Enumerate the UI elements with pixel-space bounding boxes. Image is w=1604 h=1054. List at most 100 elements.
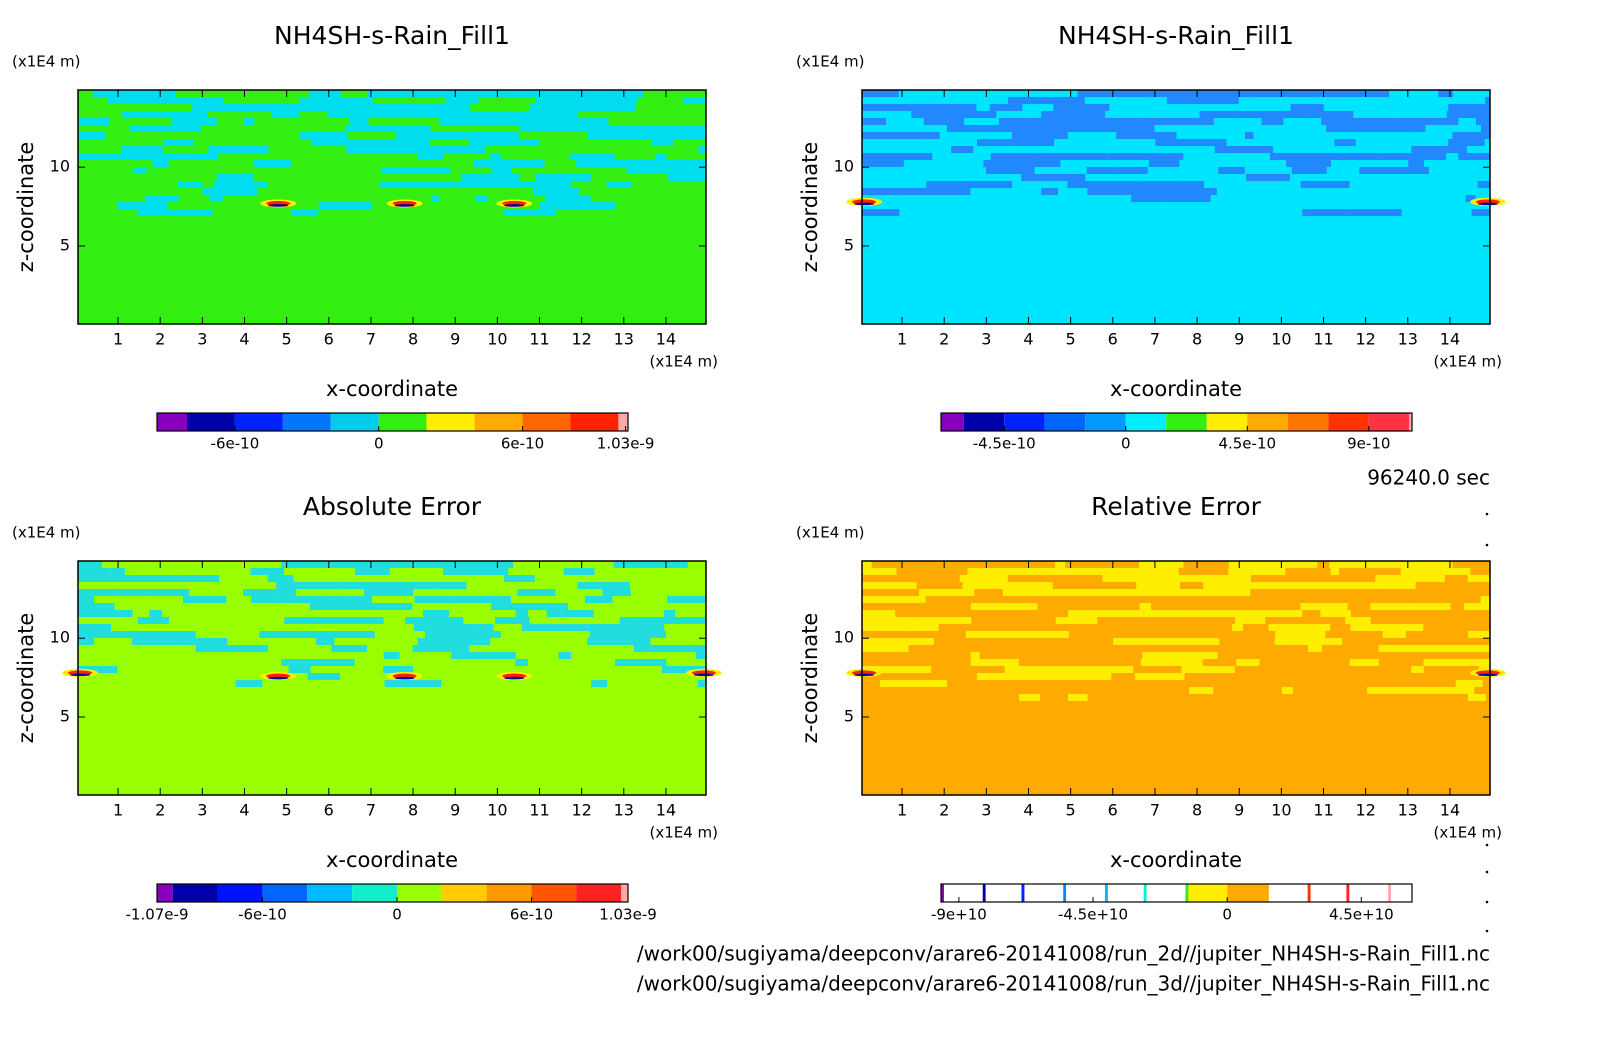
field-band [1397,118,1459,125]
field-band [1400,568,1442,575]
field-band [1291,167,1327,174]
field-band [1480,596,1490,603]
colorbar-segment [352,884,397,902]
colorbar-segment [570,413,619,431]
field-band [579,118,609,125]
field-band [468,139,540,146]
field-band [1187,575,1252,582]
field-band [558,652,572,659]
field-band [267,575,294,582]
x-tick-label: 4 [1023,330,1033,349]
field-band [299,132,348,139]
field-band [1022,603,1038,610]
field-band [698,146,706,153]
y-tick-label: 10 [50,628,70,647]
field-band [216,174,254,181]
panel-title: Relative Error [1091,492,1261,521]
colorbar-segment [1328,413,1369,431]
field-band [1041,111,1106,118]
field-band [862,617,914,624]
field-band [421,104,471,111]
field-band [167,90,176,97]
x-tick-label: 14 [1440,330,1460,349]
field-band [1411,666,1424,673]
field-band [515,610,529,617]
colorbar-segment [1104,884,1108,902]
field-band [475,624,494,631]
colorbar-tick-label: 9e-10 [1347,435,1390,453]
field-band [1043,568,1102,575]
panel: Relative Error (x1E4 m) z-coordinate (x1E4 … [796,492,1506,924]
field-band [271,111,299,118]
field-band [100,153,154,160]
field-band [327,111,346,118]
field-band [1102,575,1111,582]
field-band [380,181,443,188]
field-band [405,617,464,624]
field-band [202,188,258,195]
colorbar-segment [941,413,964,431]
field-band [1269,153,1338,160]
field-band [695,652,706,659]
field-band [998,118,1032,125]
field-band [318,202,373,209]
field-band [862,132,928,139]
field-band [1060,666,1134,673]
field-band [1386,561,1453,568]
field-band [1372,624,1424,631]
field-band [212,181,269,188]
field-band [636,624,665,631]
field-band [1486,659,1490,666]
colorbar-segment [474,413,523,431]
field-band [1378,645,1418,652]
field-band [690,645,706,652]
field-band [299,97,373,104]
field-spot [693,673,714,677]
y-axis-label: z-coordinate [798,142,822,273]
colorbar-frame [156,883,629,903]
field-band [967,568,1010,575]
field-band [1308,111,1354,118]
field-band [1053,118,1098,125]
field-band [381,167,451,174]
x-tick-label: 12 [1355,330,1375,349]
field-band [503,209,557,216]
field-band [433,582,467,589]
field-band [1329,561,1387,568]
field-band [338,582,409,589]
field-band [1350,624,1373,631]
field-band [78,610,133,617]
field-band [1244,132,1254,139]
x-tick-label: 7 [366,330,376,349]
field-band [78,666,118,673]
field-band [1375,575,1445,582]
field-band [78,638,94,645]
field-band [1402,687,1475,694]
colorbar-tick-label: 4.5e-10 [1218,435,1276,453]
field-band [137,209,213,216]
field-band [401,146,472,153]
colorbar-segment [1107,884,1144,902]
x-tick-label: 12 [1355,801,1375,820]
field-band [1181,666,1207,673]
field-band [976,673,1052,680]
field-band [288,666,311,673]
field-band [317,104,333,111]
x-tick-label: 10 [1271,330,1291,349]
x-axis-label: x-coordinate [326,377,458,401]
field-band [1315,638,1326,645]
x-tick-label: 11 [1313,801,1333,820]
field-band [259,631,302,638]
field-band [1246,174,1290,181]
y-unit: (x1E4 m) [12,53,81,71]
field-band [983,160,1061,167]
field-band [152,160,169,167]
y-tick-label: 10 [834,157,854,176]
field-band [1283,111,1309,118]
plot-frame [861,89,1491,325]
field-band [970,652,980,659]
field-band [1167,195,1211,202]
field-band [1053,104,1110,111]
field-band [250,568,285,575]
field-band [1011,132,1068,139]
